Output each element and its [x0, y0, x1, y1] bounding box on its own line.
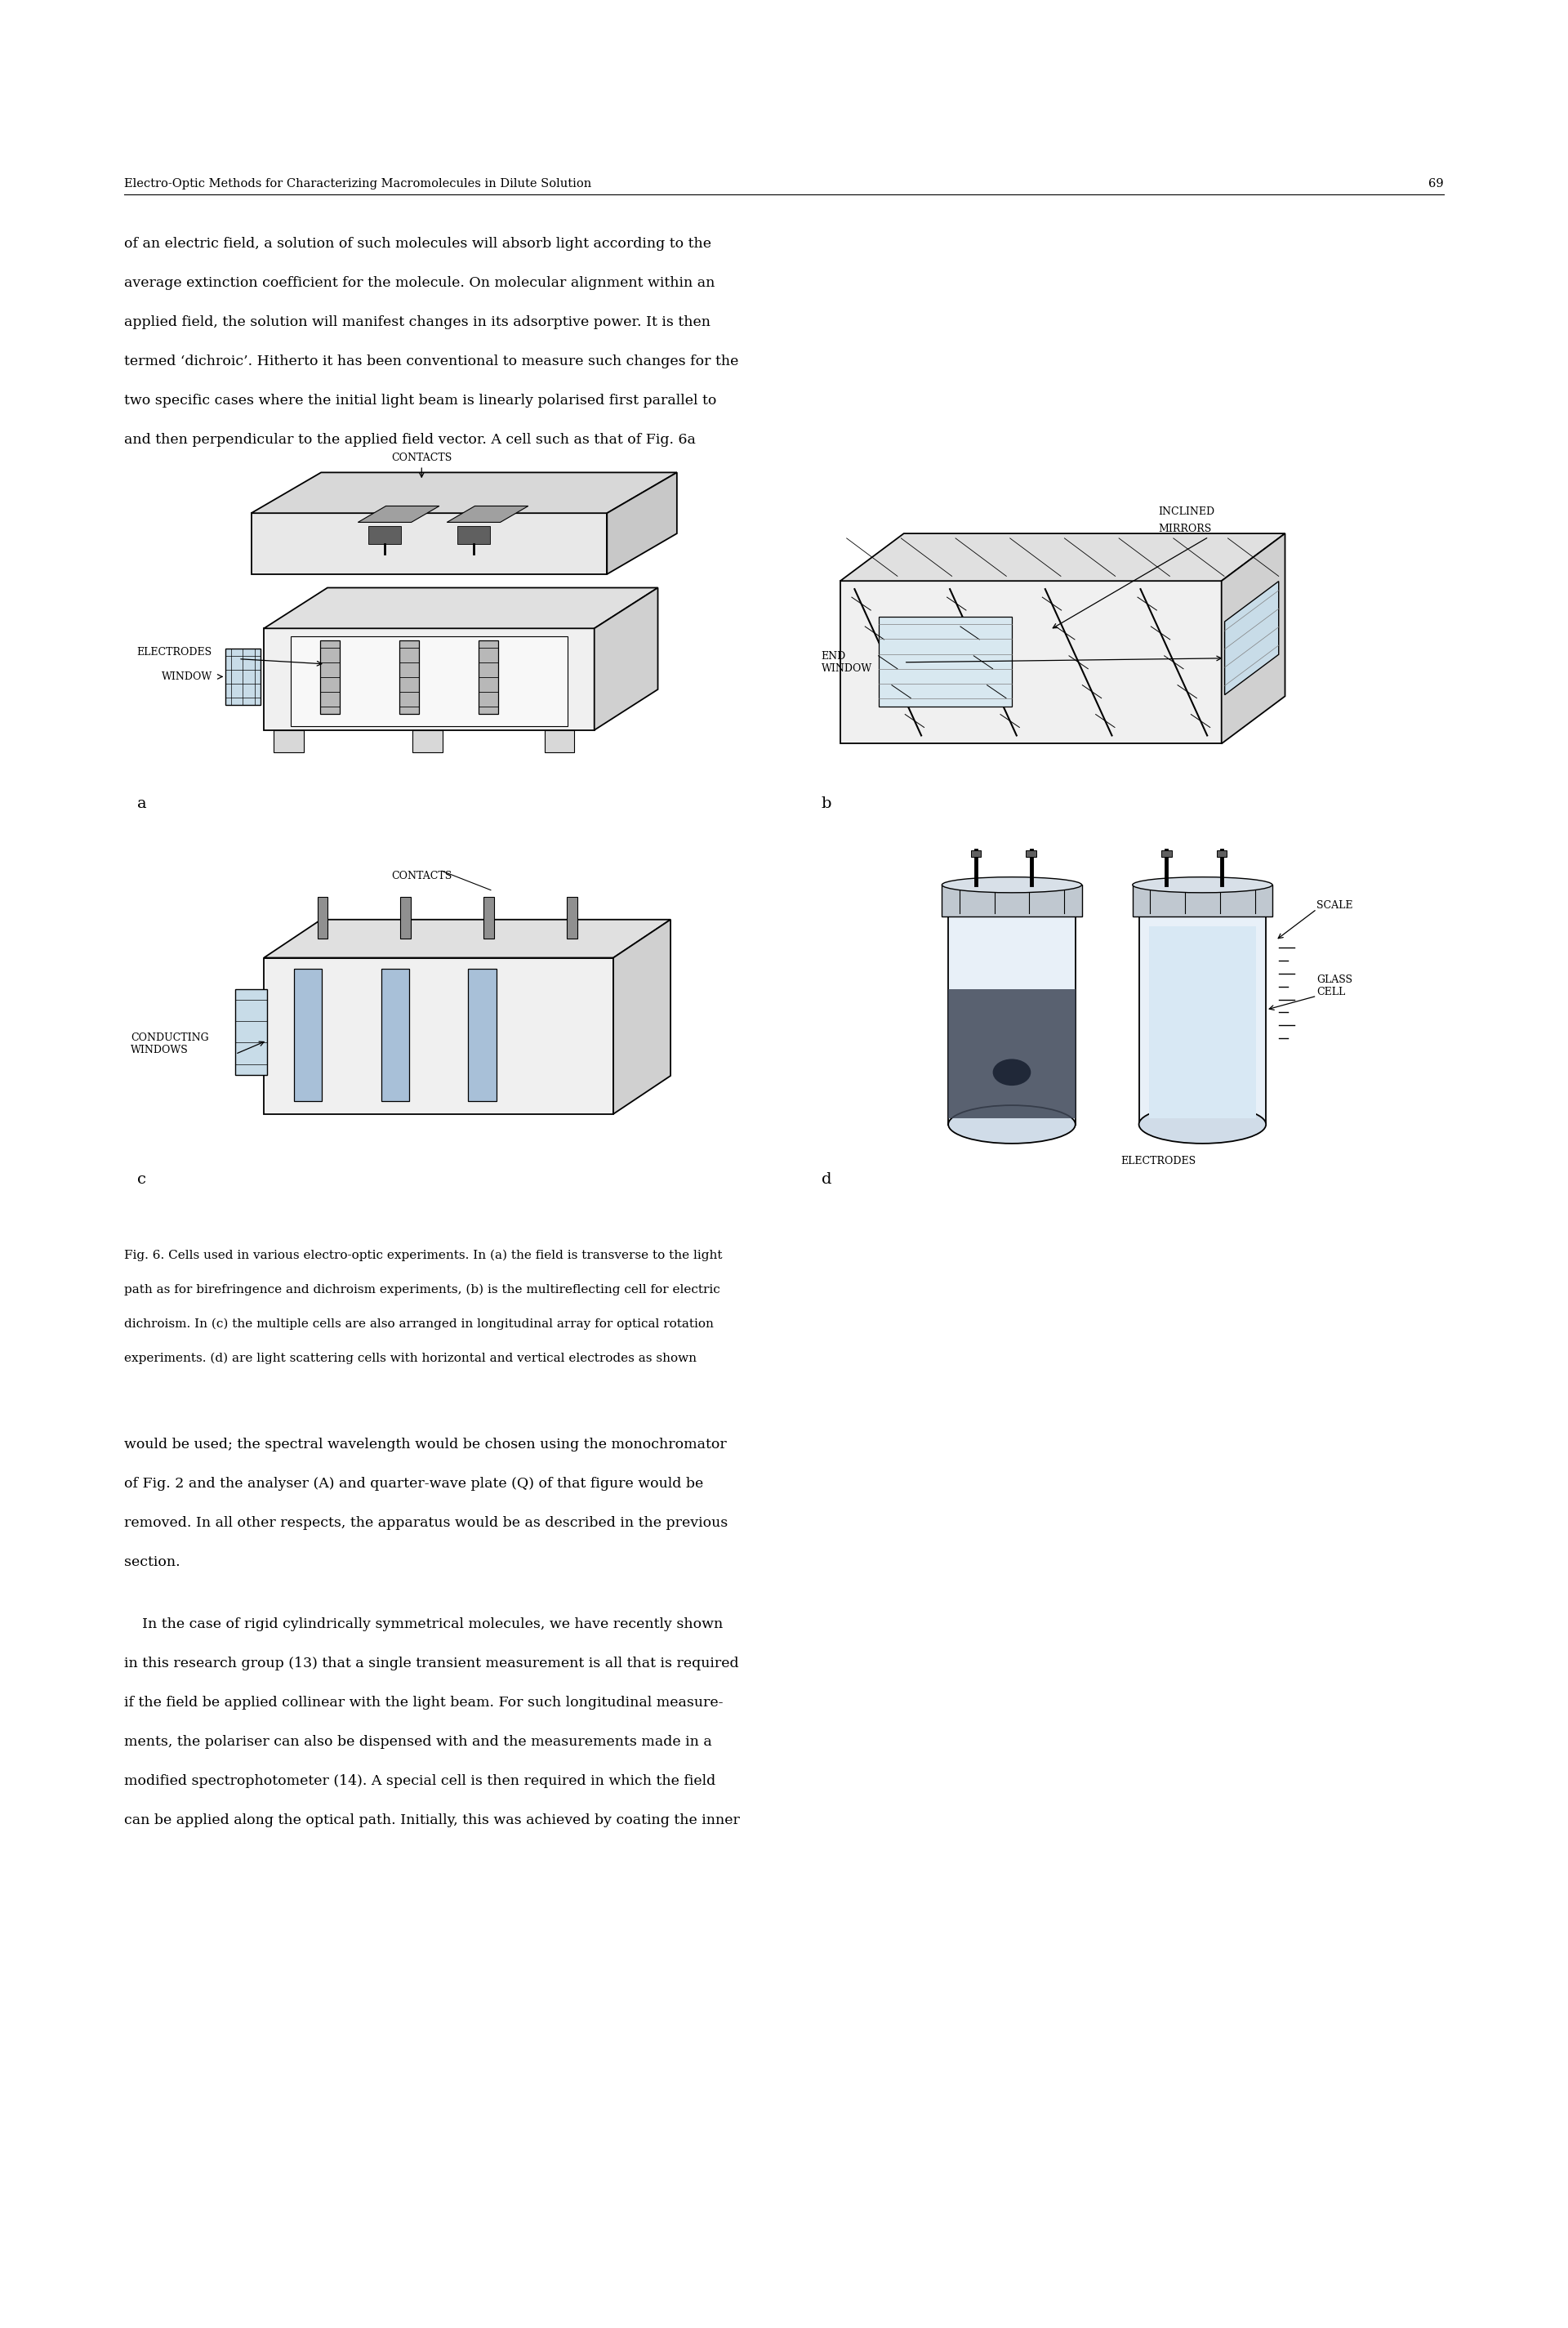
- Text: and then perpendicular to the applied field vector. A cell such as that of Fig. : and then perpendicular to the applied fi…: [124, 433, 696, 447]
- Text: b: b: [822, 796, 831, 812]
- Polygon shape: [1025, 850, 1036, 857]
- Text: INCLINED: INCLINED: [1157, 508, 1214, 517]
- Polygon shape: [1149, 927, 1256, 1120]
- Ellipse shape: [942, 878, 1082, 892]
- Text: In the case of rigid cylindrically symmetrical molecules, we have recently shown: In the case of rigid cylindrically symme…: [124, 1618, 723, 1632]
- Text: ELECTRODES: ELECTRODES: [1120, 1155, 1195, 1166]
- Polygon shape: [1225, 582, 1278, 694]
- Text: END
WINDOW: END WINDOW: [822, 652, 872, 673]
- Ellipse shape: [1132, 878, 1272, 892]
- Text: path as for birefringence and dichroism experiments, (b) is the multireflecting : path as for birefringence and dichroism …: [124, 1285, 720, 1297]
- Text: in this research group (13) that a single transient measurement is all that is r: in this research group (13) that a singl…: [124, 1658, 739, 1672]
- Polygon shape: [878, 617, 1011, 705]
- Polygon shape: [594, 587, 659, 731]
- Polygon shape: [447, 505, 528, 521]
- Text: of Fig. 2 and the analyser (A) and quarter-wave plate (Q) of that figure would b: of Fig. 2 and the analyser (A) and quart…: [124, 1476, 704, 1490]
- Polygon shape: [274, 731, 304, 752]
- Polygon shape: [293, 968, 321, 1101]
- Polygon shape: [949, 917, 1076, 1124]
- Text: GLASS
CELL: GLASS CELL: [1317, 973, 1353, 996]
- Polygon shape: [263, 629, 594, 731]
- Polygon shape: [1138, 917, 1265, 1124]
- Text: dichroism. In (c) the multiple cells are also arranged in longitudinal array for: dichroism. In (c) the multiple cells are…: [124, 1318, 713, 1329]
- Polygon shape: [613, 920, 671, 1115]
- Polygon shape: [320, 640, 340, 715]
- Polygon shape: [381, 968, 409, 1101]
- Text: would be used; the spectral wavelength would be chosen using the monochromator: would be used; the spectral wavelength w…: [124, 1439, 726, 1453]
- Ellipse shape: [949, 1106, 1076, 1143]
- Text: ELECTRODES: ELECTRODES: [136, 647, 212, 656]
- Text: a: a: [136, 796, 146, 812]
- Polygon shape: [1217, 850, 1226, 857]
- Text: MIRRORS: MIRRORS: [1157, 524, 1210, 533]
- Text: CONDUCTING
WINDOWS: CONDUCTING WINDOWS: [130, 1031, 209, 1055]
- Text: section.: section.: [124, 1555, 180, 1569]
- Polygon shape: [840, 582, 1221, 743]
- Polygon shape: [478, 640, 499, 715]
- Ellipse shape: [1138, 1106, 1265, 1143]
- Polygon shape: [1221, 533, 1286, 743]
- Text: removed. In all other respects, the apparatus would be as described in the previ: removed. In all other respects, the appa…: [124, 1516, 728, 1529]
- Polygon shape: [251, 512, 607, 575]
- Polygon shape: [412, 731, 442, 752]
- Ellipse shape: [993, 1059, 1030, 1085]
- Text: 69: 69: [1428, 177, 1444, 189]
- Polygon shape: [263, 957, 613, 1115]
- Polygon shape: [840, 533, 1286, 582]
- Text: experiments. (d) are light scattering cells with horizontal and vertical electro: experiments. (d) are light scattering ce…: [124, 1353, 696, 1364]
- Polygon shape: [317, 896, 328, 938]
- Text: modified spectrophotometer (14). A special cell is then required in which the fi: modified spectrophotometer (14). A speci…: [124, 1774, 715, 1788]
- Polygon shape: [1132, 885, 1272, 917]
- Polygon shape: [458, 526, 489, 545]
- Text: two specific cases where the initial light beam is linearly polarised first para: two specific cases where the initial lig…: [124, 393, 717, 407]
- Polygon shape: [290, 636, 568, 726]
- Polygon shape: [263, 920, 671, 957]
- Polygon shape: [400, 896, 411, 938]
- Text: applied field, the solution will manifest changes in its adsorptive power. It is: applied field, the solution will manifes…: [124, 314, 710, 328]
- Text: average extinction coefficient for the molecule. On molecular alignment within a: average extinction coefficient for the m…: [124, 277, 715, 291]
- Text: termed ‘dichroic’. Hitherto it has been conventional to measure such changes for: termed ‘dichroic’. Hitherto it has been …: [124, 354, 739, 368]
- Text: of an electric field, a solution of such molecules will absorb light according t: of an electric field, a solution of such…: [124, 237, 712, 251]
- Polygon shape: [358, 505, 439, 521]
- Text: CONTACTS: CONTACTS: [390, 871, 452, 882]
- Text: Fig. 6. Cells used in various electro-optic experiments. In (a) the field is tra: Fig. 6. Cells used in various electro-op…: [124, 1250, 723, 1262]
- Text: ments, the polariser can also be dispensed with and the measurements made in a: ments, the polariser can also be dispens…: [124, 1734, 712, 1748]
- Text: c: c: [136, 1173, 146, 1187]
- Polygon shape: [483, 896, 494, 938]
- Polygon shape: [235, 989, 267, 1076]
- Text: SCALE: SCALE: [1317, 901, 1353, 910]
- Polygon shape: [368, 526, 401, 545]
- Polygon shape: [400, 640, 419, 715]
- Text: if the field be applied collinear with the light beam. For such longitudinal mea: if the field be applied collinear with t…: [124, 1695, 723, 1709]
- Polygon shape: [607, 473, 677, 575]
- Polygon shape: [469, 968, 497, 1101]
- Polygon shape: [544, 731, 574, 752]
- Polygon shape: [942, 885, 1082, 917]
- Polygon shape: [971, 850, 982, 857]
- Polygon shape: [566, 896, 577, 938]
- Text: CONTACTS: CONTACTS: [392, 452, 452, 463]
- Polygon shape: [251, 473, 677, 512]
- Text: d: d: [822, 1173, 831, 1187]
- Polygon shape: [949, 989, 1076, 1120]
- Text: WINDOW: WINDOW: [162, 670, 213, 682]
- Polygon shape: [1162, 850, 1171, 857]
- Polygon shape: [226, 650, 260, 705]
- Text: can be applied along the optical path. Initially, this was achieved by coating t: can be applied along the optical path. I…: [124, 1814, 740, 1827]
- Polygon shape: [263, 587, 659, 629]
- Text: Electro-Optic Methods for Characterizing Macromolecules in Dilute Solution: Electro-Optic Methods for Characterizing…: [124, 177, 591, 189]
